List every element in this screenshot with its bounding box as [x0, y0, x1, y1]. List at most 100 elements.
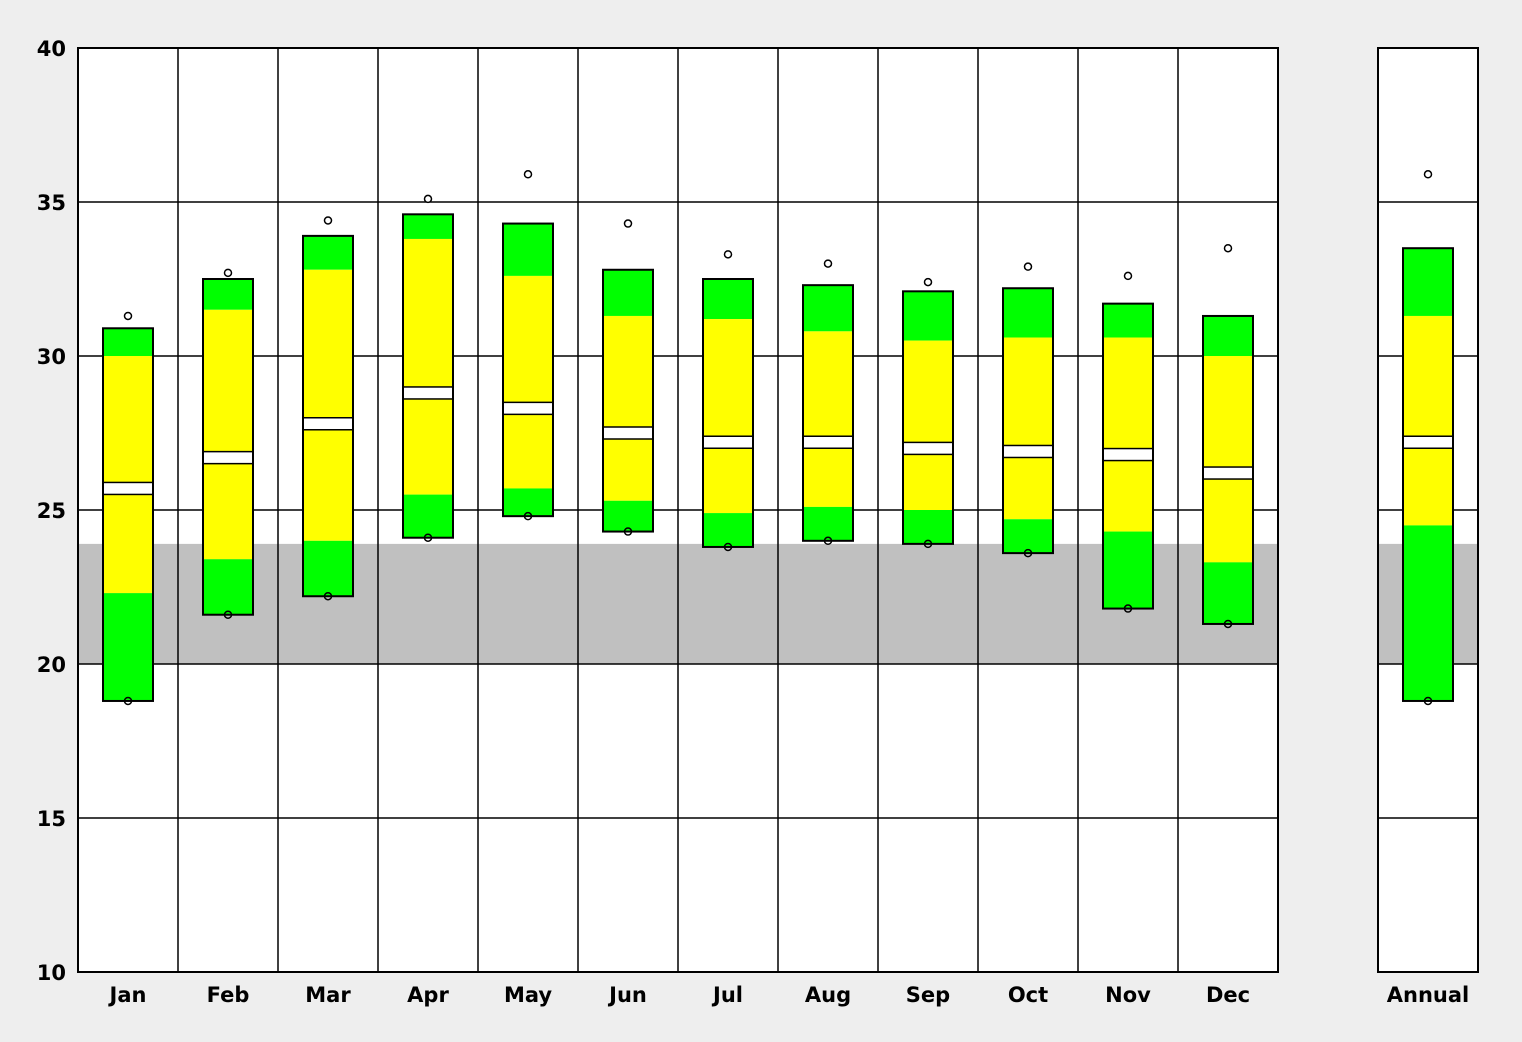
box-median-nov: [1102, 447, 1154, 462]
box-median-apr: [402, 386, 454, 400]
x-tick-label-feb: Feb: [207, 983, 250, 1007]
box-inner-band-aug: [803, 331, 853, 507]
box-upper-band-feb: [203, 279, 253, 310]
max-point-jan: [123, 311, 133, 321]
box-outline-may: [502, 222, 554, 518]
box-lower-band-jun: [603, 500, 653, 532]
min-point-oct: [1023, 548, 1033, 558]
x-tick-label-nov: Nov: [1105, 983, 1151, 1007]
y-tick-label: 35: [37, 191, 66, 215]
box-outline-annual: [1402, 247, 1454, 702]
box-upper-band-may: [503, 223, 553, 276]
y-tick-label: 40: [37, 37, 66, 61]
box-outline-jan: [102, 327, 154, 702]
y-tick-label: 20: [37, 653, 66, 677]
x-tick-label-jul: Jul: [711, 983, 743, 1007]
box-upper-band-apr: [403, 214, 453, 239]
min-point-mar: [323, 591, 333, 601]
min-point-sep: [923, 539, 933, 549]
box-median-may: [502, 401, 554, 416]
min-point-jul: [723, 542, 733, 552]
box-inner-band-annual: [1403, 315, 1453, 526]
box-outline-jun: [602, 268, 654, 533]
box-lower-band-jul: [703, 513, 753, 547]
box-upper-band-jun: [603, 269, 653, 316]
box-lower-band-apr: [403, 494, 453, 538]
y-tick-label: 10: [37, 961, 66, 985]
box-median-dec: [1202, 466, 1254, 480]
max-point-oct: [1023, 262, 1033, 271]
box-median-mar: [302, 417, 354, 431]
box-inner-band-apr: [403, 238, 453, 495]
max-point-nov: [1123, 271, 1133, 281]
box-median-jun: [602, 426, 654, 440]
box-outline-jul: [702, 278, 754, 548]
box-outline-mar: [302, 234, 354, 598]
max-point-feb: [223, 268, 233, 278]
box-median-annual: [1402, 435, 1454, 449]
box-median-jul: [702, 435, 754, 449]
box-outline-aug: [802, 284, 854, 542]
box-lower-band-sep: [903, 510, 953, 544]
min-point-nov: [1123, 604, 1133, 613]
box-outline-feb: [202, 278, 254, 616]
min-point-jun: [623, 527, 633, 536]
box-upper-band-jan: [103, 328, 153, 356]
min-point-dec: [1223, 619, 1233, 629]
box-median-feb: [202, 450, 254, 465]
min-point-apr: [423, 533, 433, 542]
x-tick-label-aug: Aug: [805, 983, 851, 1007]
x-tick-label-sep: Sep: [906, 983, 950, 1007]
max-point-annual: [1423, 170, 1433, 179]
box-lower-band-feb: [203, 559, 253, 615]
min-point-feb: [223, 610, 233, 619]
box-lower-band-dec: [1203, 562, 1253, 624]
max-point-jul: [723, 250, 733, 259]
box-inner-band-may: [503, 275, 553, 489]
max-point-apr: [423, 194, 433, 204]
x-tick-label-annual: Annual: [1387, 983, 1469, 1007]
box-median-aug: [802, 435, 854, 449]
max-point-jun: [623, 219, 633, 228]
box-inner-band-jun: [603, 315, 653, 501]
x-tick-label-mar: Mar: [305, 983, 351, 1007]
box-upper-band-aug: [803, 285, 853, 332]
box-lower-band-aug: [803, 506, 853, 541]
box-outline-nov: [1102, 302, 1154, 610]
box-upper-band-sep: [903, 291, 953, 341]
box-lower-band-oct: [1003, 519, 1053, 554]
x-tick-label-apr: Apr: [407, 983, 449, 1007]
box-inner-band-nov: [1103, 337, 1153, 532]
min-point-annual: [1423, 696, 1433, 706]
box-upper-band-oct: [1003, 288, 1053, 338]
y-tick-label: 25: [37, 499, 66, 523]
box-median-oct: [1002, 444, 1054, 459]
x-tick-label-dec: Dec: [1206, 983, 1250, 1007]
box-inner-band-sep: [903, 340, 953, 510]
box-inner-band-mar: [303, 269, 353, 541]
x-tick-label-oct: Oct: [1008, 983, 1048, 1007]
box-inner-band-jan: [103, 356, 153, 594]
box-median-jan: [102, 481, 154, 496]
box-upper-band-annual: [1403, 248, 1453, 316]
min-point-may: [523, 511, 533, 521]
box-upper-band-mar: [303, 235, 353, 270]
box-inner-band-jul: [703, 319, 753, 514]
max-point-dec: [1223, 243, 1233, 253]
y-tick-label: 30: [37, 345, 66, 369]
box-inner-band-dec: [1203, 356, 1253, 563]
box-lower-band-annual: [1403, 525, 1453, 701]
plot-frame-annual: [1377, 47, 1479, 973]
box-outline-apr: [402, 213, 454, 539]
box-median-sep: [902, 441, 954, 456]
box-lower-band-nov: [1103, 531, 1153, 609]
plot-frame-monthly: [77, 47, 1279, 973]
box-outline-oct: [1002, 287, 1054, 555]
x-tick-label-jun: Jun: [607, 983, 647, 1007]
max-point-sep: [923, 277, 933, 287]
box-inner-band-feb: [203, 309, 253, 560]
max-point-mar: [323, 216, 333, 225]
y-tick-label: 15: [37, 807, 66, 831]
